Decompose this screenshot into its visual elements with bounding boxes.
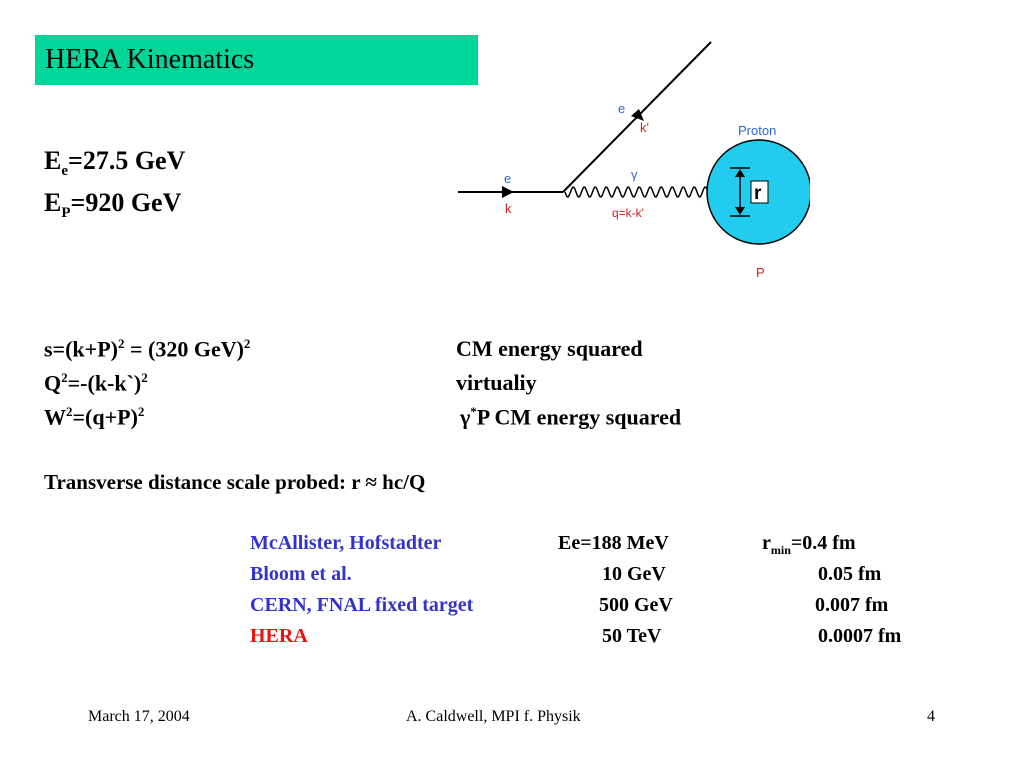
ep-subscript: P (61, 205, 71, 222)
experiment-energy-3: 500 GeV (599, 594, 673, 616)
formula-q2-part-b: =-(k-k`) (67, 370, 142, 396)
footer-date: March 17, 2004 (88, 708, 190, 725)
experiment-energy-4: 50 TeV (602, 625, 662, 647)
experiment-name-1: McAllister, Hofstadter (250, 532, 442, 554)
transverse-scale: Transverse distance scale probed: r ≈ hc… (44, 470, 426, 494)
ep-value: =920 GeV (70, 188, 182, 217)
photon-line (564, 186, 713, 198)
rmin-symbol: r (762, 532, 771, 554)
incoming-k-label: k (505, 201, 512, 216)
formula-s-sup-b: 2 (243, 336, 251, 351)
formula-q2-description: virtualiy (456, 370, 537, 395)
formula-s: s=(k+P)2 = (320 GeV)2 (44, 336, 250, 362)
formula-w2: W2=(q+P)2 (44, 404, 144, 430)
experiment-name-4: HERA (250, 625, 308, 647)
radius-down-arrow-icon (735, 207, 745, 215)
radius-label-box (750, 180, 769, 204)
radius-up-arrow-icon (735, 169, 745, 177)
outgoing-k-label: k' (640, 120, 649, 135)
formula-s-sup-a: 2 (117, 336, 125, 351)
formula-s-part-b: = (320 GeV) (124, 336, 244, 362)
proton-symbol-label: P (756, 265, 765, 280)
gamma-star: * (470, 404, 477, 419)
experiment-energy-2: 10 GeV (602, 563, 666, 585)
footer-page-number: 4 (927, 708, 935, 725)
proton-label: Proton (738, 123, 776, 138)
formula-q2-part-a: Q (44, 370, 62, 396)
formula-s-description: CM energy squared (456, 336, 643, 361)
photon-label: γ (631, 167, 638, 182)
formula-w2-part-b: =(q+P) (72, 404, 138, 430)
incoming-e-label: e (504, 171, 511, 186)
footer-author: A. Caldwell, MPI f. Physik (406, 708, 581, 725)
gamma-symbol: γ (460, 404, 471, 430)
ep-symbol: E (44, 188, 62, 217)
experiment-name-3: CERN, FNAL fixed target (250, 594, 474, 616)
experiment-name-2: Bloom et al. (250, 563, 352, 585)
formula-w2-desc-text: P CM energy squared (476, 404, 682, 430)
formula-w2-description: γ*P CM energy squared (460, 404, 681, 430)
formula-q2: Q2=-(k-k`)2 (44, 370, 148, 396)
scattering-diagram: r e k e k' γ q=k-k' Proton P (458, 41, 810, 280)
rmin-value-1: =0.4 fm (790, 532, 856, 554)
rmin-subscript: min (770, 543, 791, 557)
experiment-energy-1: Ee=188 MeV (558, 532, 669, 554)
experiment-rmin-3: 0.007 fm (815, 594, 889, 616)
outgoing-arrow-icon (631, 109, 644, 121)
slide-title-text: HERA Kinematics (45, 44, 255, 75)
outgoing-e-label: e (618, 101, 625, 116)
formula-w2-sup-a: 2 (66, 404, 73, 419)
proton-energy: EP=920 GeV (44, 188, 181, 222)
radius-label: r (754, 183, 762, 204)
experiment-rmin-4: 0.0007 fm (818, 625, 902, 647)
formula-w2-part-a: W (44, 404, 66, 430)
ee-symbol: E (44, 146, 62, 175)
slide-title: HERA Kinematics (35, 35, 478, 85)
formula-q2-sup-b: 2 (141, 370, 148, 385)
formula-q2-sup-a: 2 (61, 370, 68, 385)
ee-value: =27.5 GeV (68, 146, 186, 175)
incoming-arrow-icon (502, 186, 514, 198)
electron-energy: Ee=27.5 GeV (44, 146, 185, 180)
experiment-rmin-2: 0.05 fm (818, 563, 882, 585)
momentum-transfer-label: q=k-k' (612, 206, 644, 220)
ee-subscript: e (61, 163, 69, 180)
formula-s-part-a: s=(k+P) (44, 336, 118, 362)
formula-w2-sup-b: 2 (137, 404, 145, 419)
experiment-rmin-1: rmin=0.4 fm (762, 532, 856, 558)
